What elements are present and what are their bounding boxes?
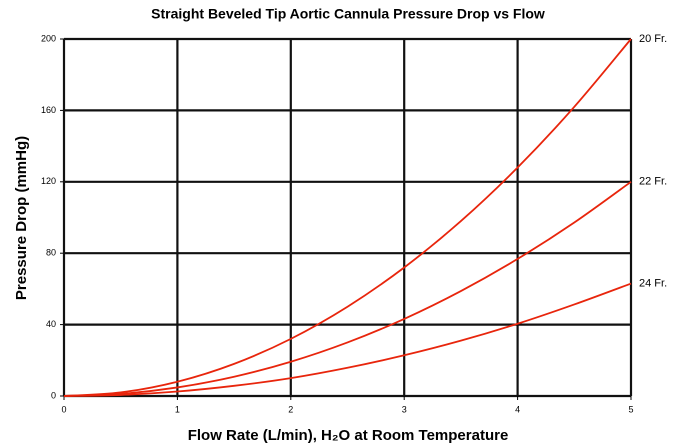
x-tick-label: 0 (61, 404, 66, 414)
chart-title: Straight Beveled Tip Aortic Cannula Pres… (151, 6, 545, 22)
series-line (63, 38, 632, 397)
series-label: 22 Fr. (639, 176, 667, 188)
y-axis-title: Pressure Drop (mmHg) (13, 136, 30, 300)
series-line (63, 181, 632, 397)
series-label: 24 Fr. (639, 277, 667, 289)
y-tick-label: 40 (46, 319, 56, 329)
x-tick-label: 4 (515, 404, 520, 414)
series-label: 20 Fr. (639, 33, 667, 45)
x-tick-label: 5 (628, 404, 633, 414)
y-tick-label: 160 (41, 105, 56, 115)
x-tick-label: 2 (288, 404, 293, 414)
x-tick-label: 1 (175, 404, 180, 414)
y-tick-label: 80 (46, 248, 56, 258)
x-tick-label: 3 (402, 404, 407, 414)
y-tick-label: 200 (41, 33, 56, 43)
series-line (63, 282, 632, 397)
y-tick-label: 0 (51, 390, 56, 400)
y-tick-label: 120 (41, 176, 56, 186)
x-axis-title: Flow Rate (L/min), H₂O at Room Temperatu… (188, 427, 509, 444)
